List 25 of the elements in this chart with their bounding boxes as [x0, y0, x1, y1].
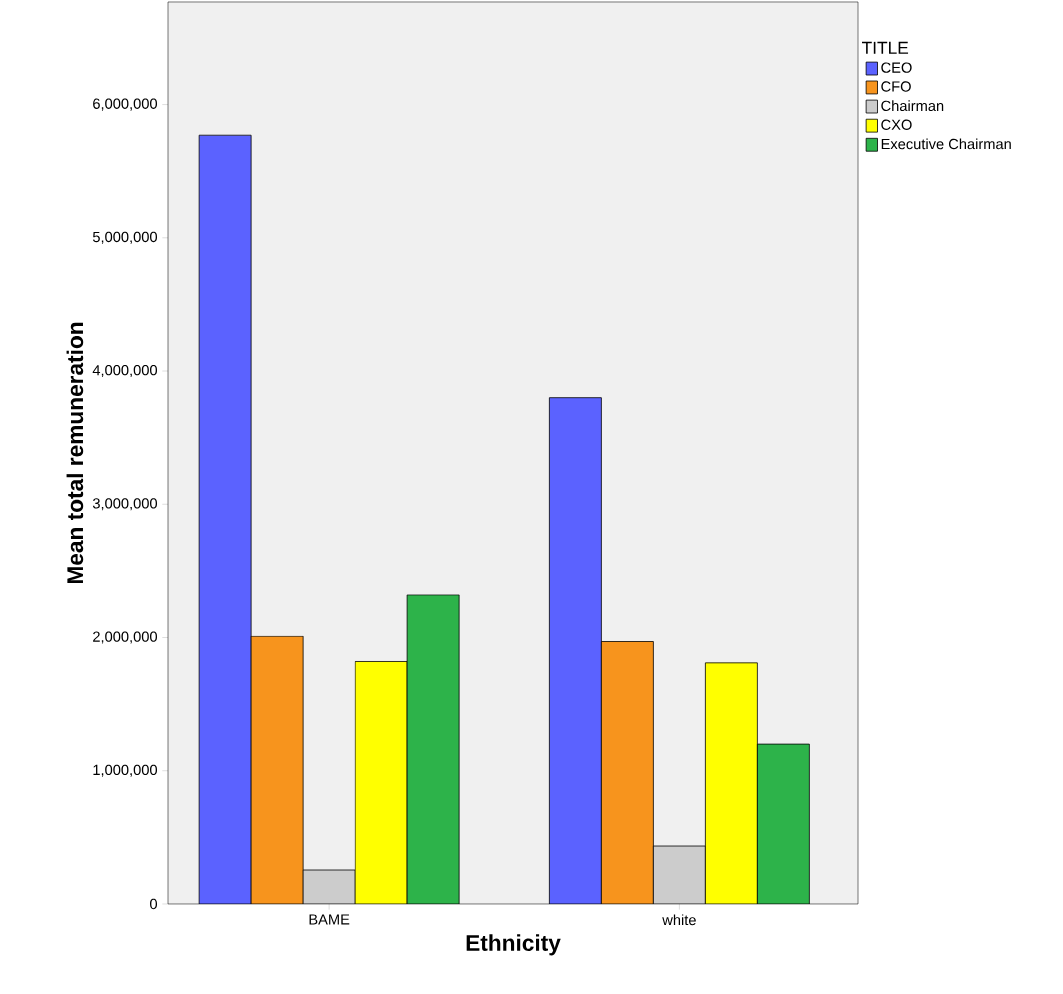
legend-label: CXO — [881, 119, 912, 130]
y-tick-label: 3,000,000 — [92, 498, 158, 511]
bar — [406, 594, 460, 904]
bar — [756, 743, 810, 904]
bar — [198, 134, 252, 904]
y-tick-label: 5,000,000 — [92, 231, 158, 244]
bar — [548, 397, 602, 904]
legend-label: Executive Chairman — [881, 138, 1011, 150]
y-tick-label: 2,000,000 — [93, 631, 158, 644]
legend-title: TITLE — [862, 41, 909, 54]
y-tick-label: 4,000,000 — [92, 365, 158, 378]
y-axis-title: Mean total remuneration — [66, 322, 84, 584]
y-tick-label: 6,000,000 — [93, 98, 158, 111]
legend-label: Chairman — [881, 100, 944, 112]
legend-label: CEO — [881, 62, 912, 73]
x-axis-title: Ethnicity — [466, 934, 561, 956]
y-tick-label: 0 — [150, 898, 158, 910]
bar — [652, 845, 706, 904]
legend-label: CFO — [881, 81, 911, 92]
bar — [354, 661, 408, 904]
x-tick-label: white — [662, 914, 696, 926]
x-tick-label: BAME — [309, 914, 350, 925]
bar — [704, 662, 758, 904]
bar — [302, 869, 356, 904]
y-tick-label: 1,000,000 — [93, 764, 158, 777]
